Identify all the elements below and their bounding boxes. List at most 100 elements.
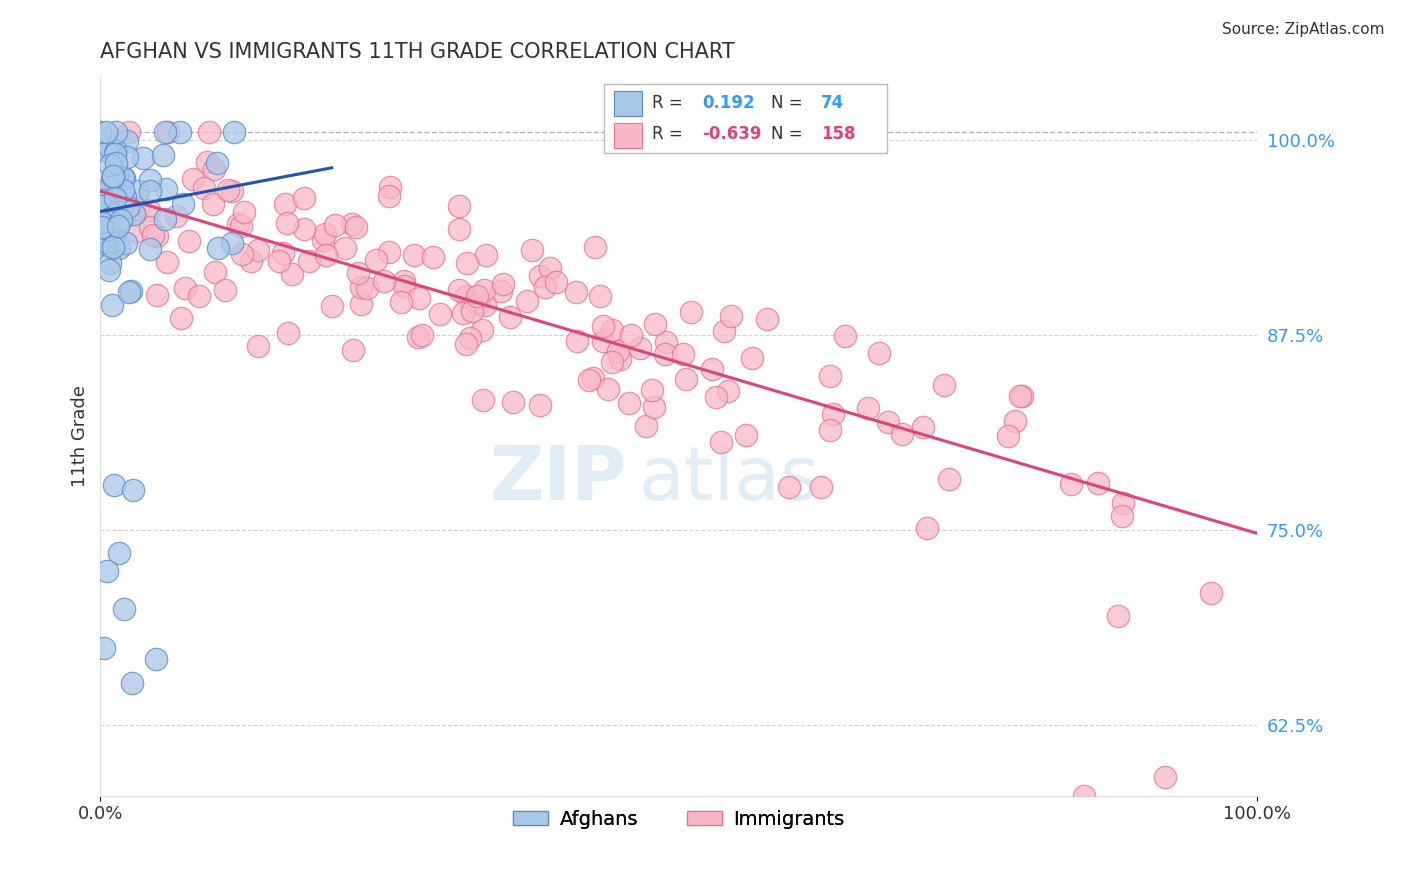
Point xyxy=(1107,609,1129,624)
Point xyxy=(90,185,112,199)
Point xyxy=(271,246,294,260)
Point xyxy=(117,200,139,214)
Point xyxy=(717,384,740,398)
Point xyxy=(105,168,128,182)
Point xyxy=(96,564,118,578)
Point xyxy=(314,227,336,241)
Point xyxy=(868,346,890,360)
Point xyxy=(112,171,135,186)
Point xyxy=(447,199,470,213)
Point xyxy=(820,369,842,384)
Point xyxy=(312,233,335,247)
Point xyxy=(778,480,800,494)
Point xyxy=(101,204,124,219)
Point xyxy=(617,396,640,410)
Point xyxy=(641,383,664,397)
Point xyxy=(98,141,121,155)
Point xyxy=(90,215,112,229)
Point xyxy=(229,219,252,233)
Point xyxy=(366,252,388,267)
Point xyxy=(474,298,496,312)
Point xyxy=(489,284,512,298)
Point xyxy=(704,390,727,404)
Point xyxy=(89,125,111,139)
Point xyxy=(169,125,191,139)
Point xyxy=(104,147,127,161)
Point xyxy=(456,256,478,270)
Point xyxy=(516,294,538,309)
Point xyxy=(373,274,395,288)
Point xyxy=(112,170,135,185)
Point xyxy=(115,134,138,148)
Point xyxy=(174,281,197,295)
Point xyxy=(1112,496,1135,510)
Legend: Afghans, Immigrants: Afghans, Immigrants xyxy=(505,802,852,837)
Point xyxy=(529,268,551,283)
Point xyxy=(273,197,295,211)
Point xyxy=(713,324,735,338)
Point xyxy=(565,285,588,299)
Point xyxy=(1111,508,1133,523)
Point xyxy=(408,291,430,305)
Point xyxy=(226,217,249,231)
Point xyxy=(233,205,256,219)
Text: N =: N = xyxy=(772,94,808,112)
Point xyxy=(602,323,624,337)
Point xyxy=(1073,789,1095,803)
Point xyxy=(474,248,496,262)
Point xyxy=(91,187,114,202)
Text: Source: ZipAtlas.com: Source: ZipAtlas.com xyxy=(1222,22,1385,37)
Point xyxy=(121,676,143,690)
Point xyxy=(132,151,155,165)
Point xyxy=(342,343,364,357)
Point xyxy=(644,318,666,332)
Point xyxy=(449,283,471,297)
Point xyxy=(240,254,263,268)
Point xyxy=(544,276,567,290)
Point xyxy=(502,394,524,409)
Point xyxy=(104,156,127,170)
Point xyxy=(122,483,145,497)
Point xyxy=(146,229,169,244)
Point xyxy=(101,227,124,242)
Point xyxy=(741,351,763,366)
Point xyxy=(111,183,134,197)
Text: -0.639: -0.639 xyxy=(702,125,761,144)
Point xyxy=(735,428,758,442)
Point xyxy=(281,267,304,281)
Point xyxy=(108,546,131,560)
Point xyxy=(333,241,356,255)
Point xyxy=(145,652,167,666)
Point xyxy=(422,250,444,264)
Point xyxy=(460,331,482,345)
Point xyxy=(891,427,914,442)
Point xyxy=(98,211,121,225)
Point xyxy=(720,309,742,323)
Point xyxy=(91,225,114,239)
Point xyxy=(94,125,117,139)
Point xyxy=(202,161,225,176)
Point xyxy=(755,312,778,326)
Point xyxy=(104,145,127,159)
Point xyxy=(821,407,844,421)
Point xyxy=(197,125,219,139)
Point xyxy=(636,418,658,433)
Point xyxy=(152,148,174,162)
Point xyxy=(710,434,733,449)
Point xyxy=(411,327,433,342)
Point xyxy=(217,183,239,197)
Point xyxy=(298,253,321,268)
Point xyxy=(356,281,378,295)
FancyBboxPatch shape xyxy=(614,91,641,117)
Text: R =: R = xyxy=(652,94,688,112)
Point xyxy=(156,125,179,139)
Point xyxy=(1004,414,1026,428)
Point xyxy=(193,180,215,194)
Point xyxy=(177,234,200,248)
Point xyxy=(98,255,121,269)
Point xyxy=(247,339,270,353)
Point xyxy=(155,182,177,196)
Point xyxy=(201,196,224,211)
Point xyxy=(377,189,399,203)
Point xyxy=(471,323,494,337)
